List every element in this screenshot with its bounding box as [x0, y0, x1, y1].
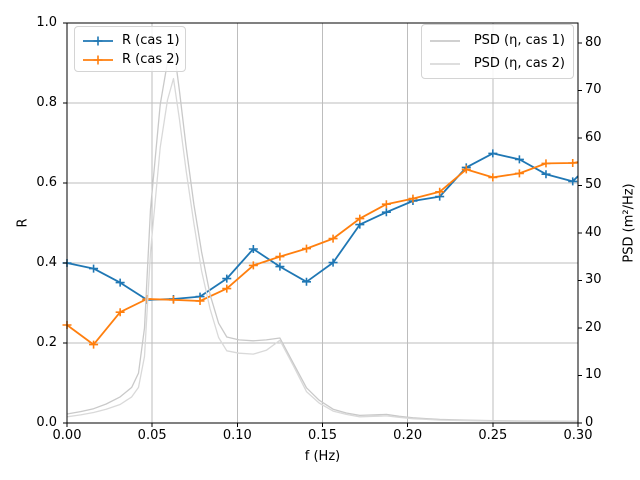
y2-tick-label: 0 — [585, 415, 594, 430]
legend-key-line-icon — [83, 36, 113, 45]
y-tick-label: 1.0 — [36, 15, 57, 30]
x-tick-label: 0.25 — [478, 428, 508, 443]
legend-psd-series: PSD (η, cas 1) PSD (η, cas 2) — [421, 24, 574, 79]
data-marker — [168, 295, 178, 304]
series-line-psd-cas-2- — [66, 77, 578, 423]
legend-label: PSD (η, cas 1) — [473, 33, 565, 48]
data-marker — [488, 173, 498, 182]
y2-tick-label: 70 — [585, 82, 602, 98]
data-marker — [248, 261, 258, 270]
data-marker — [355, 214, 365, 223]
data-marker — [328, 234, 338, 243]
data-marker — [195, 297, 205, 305]
x-tick-label: 0.20 — [393, 428, 423, 443]
y-tick-label: 0.4 — [36, 255, 57, 270]
data-marker — [435, 187, 445, 196]
y2-tick-label: 60 — [585, 129, 602, 145]
y-tick-label: 0.8 — [36, 95, 57, 110]
data-marker — [275, 252, 285, 261]
legend-label: PSD (η, cas 2) — [473, 56, 565, 71]
x-tick-label: 0.05 — [137, 428, 167, 443]
data-marker — [115, 308, 125, 317]
data-marker — [328, 258, 338, 267]
data-marker — [301, 244, 311, 253]
data-marker — [275, 262, 285, 271]
data-marker — [514, 155, 524, 164]
data-marker — [222, 284, 232, 293]
y2-tick-label: 30 — [585, 272, 602, 288]
y2-tick-label: 80 — [585, 34, 602, 50]
y-tick-label: 0.2 — [36, 335, 57, 350]
legend-label: R (cas 2) — [122, 52, 180, 67]
y2-tick-label: 20 — [585, 319, 602, 335]
data-marker — [381, 208, 391, 217]
y-tick-label: 0.0 — [36, 415, 57, 430]
data-marker — [248, 245, 258, 253]
x-tick-label: 0.30 — [563, 428, 593, 443]
y2-tick-label: 50 — [585, 177, 602, 193]
data-marker — [89, 340, 99, 349]
series-line-psd-cas-1- — [66, 44, 578, 422]
data-marker — [514, 169, 524, 178]
data-marker — [488, 149, 498, 158]
data-marker — [541, 159, 551, 168]
y-tick-label: 0.6 — [36, 175, 57, 190]
x-tick-label: 0.00 — [52, 428, 82, 443]
x-axis-label: f (Hz) — [304, 449, 341, 464]
x-tick-label: 0.10 — [222, 428, 252, 443]
legend-key-line-icon — [430, 62, 460, 65]
data-marker — [408, 194, 418, 203]
data-marker — [142, 295, 152, 303]
left-y-axis-label: R — [15, 218, 31, 228]
legend-item: R (cas 1) — [82, 31, 180, 50]
legend-item: PSD (η, cas 2) — [429, 52, 565, 75]
data-marker — [568, 159, 578, 167]
data-marker — [381, 200, 391, 209]
data-marker — [89, 264, 99, 273]
legend-label: R (cas 1) — [122, 33, 180, 48]
data-marker — [222, 274, 232, 283]
legend-key-line-icon — [430, 39, 460, 42]
data-marker — [461, 165, 471, 174]
legend-key-line-icon — [83, 55, 113, 64]
legend-item: R (cas 2) — [82, 50, 180, 69]
data-marker — [115, 278, 125, 287]
data-marker — [541, 170, 551, 179]
data-marker — [301, 277, 311, 286]
y2-tick-label: 10 — [585, 367, 602, 383]
y2-tick-label: 40 — [585, 224, 602, 240]
legend-item: PSD (η, cas 1) — [429, 29, 565, 52]
data-marker — [568, 177, 578, 186]
right-y-axis-label: PSD (m²/Hz) — [621, 183, 637, 263]
x-tick-label: 0.15 — [308, 428, 337, 443]
legend-r-series: R (cas 1) R (cas 2) — [74, 26, 186, 72]
